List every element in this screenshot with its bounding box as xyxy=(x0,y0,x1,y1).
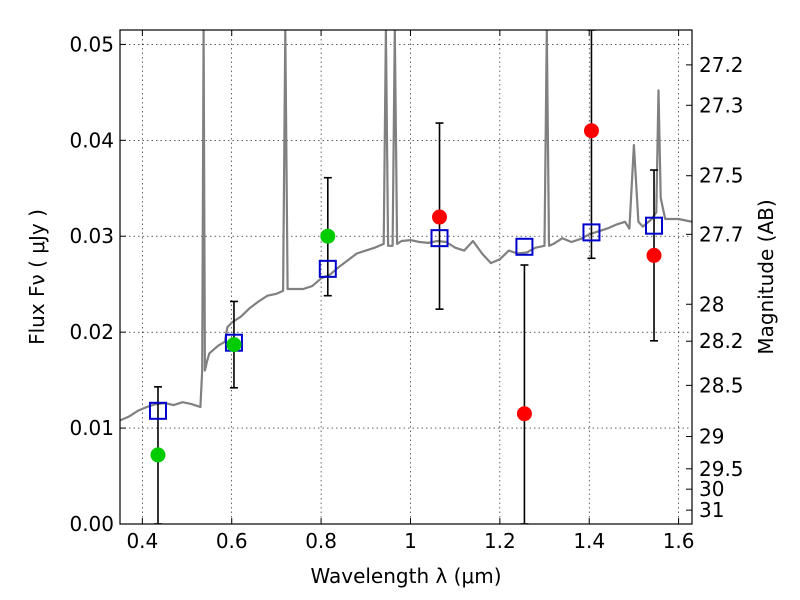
magnitude-tick-label: 28 xyxy=(699,292,724,316)
plot-frame xyxy=(119,29,693,525)
magnitude-tick-label: 29.5 xyxy=(699,457,744,481)
x-tick-label: 1.2 xyxy=(484,529,516,553)
observed-point-green xyxy=(150,447,166,463)
model-photometry-point xyxy=(515,237,534,256)
model-photometry-point xyxy=(645,216,664,235)
y-tick-label: 0.01 xyxy=(69,416,114,440)
observed-point-green xyxy=(226,337,242,353)
observed-point-red xyxy=(583,123,599,139)
y-axis-title: Flux Fν ( μJy ) xyxy=(25,209,49,345)
magnitude-tick-label: 27.7 xyxy=(699,222,744,246)
axis-ticks: 0.4 0.6 0.8 1 1.2 1.4 1.6 0.00 0.01 0.02 0.03 0.04 0… xyxy=(69,30,744,553)
x-tick-label: 1.4 xyxy=(573,529,605,553)
magnitude-tick-label: 27.3 xyxy=(699,93,744,117)
y-tick-label: 0.02 xyxy=(69,320,114,344)
magnitude-tick-label: 27.2 xyxy=(699,53,744,77)
x-axis-title: Wavelength λ (μm) xyxy=(310,564,501,588)
y-tick-label: 0.03 xyxy=(69,224,114,248)
model-photometry-point xyxy=(430,229,449,248)
observed-point-red xyxy=(646,247,662,263)
magnitude-axis-title: Magnitude (AB) xyxy=(754,199,778,354)
magnitude-tick-label: 28.5 xyxy=(699,373,744,397)
model-photometry-point xyxy=(582,223,601,242)
magnitude-tick-label: 29 xyxy=(699,425,724,449)
magnitude-tick-label: 28.2 xyxy=(699,329,744,353)
model-spectrum-line xyxy=(120,30,692,422)
x-tick-label: 0.6 xyxy=(216,529,248,553)
plot-area xyxy=(120,30,692,524)
y-tick-label: 0.05 xyxy=(69,32,114,56)
observed-point-red xyxy=(516,406,532,422)
x-tick-label: 0.8 xyxy=(305,529,337,553)
y-tick-label: 0.00 xyxy=(69,512,114,536)
model-photometry-point xyxy=(148,401,167,420)
x-tick-label: 1.6 xyxy=(663,529,695,553)
y-tick-label: 0.04 xyxy=(69,128,114,152)
x-tick-label: 0.4 xyxy=(126,529,158,553)
magnitude-tick-label: 31 xyxy=(699,498,724,522)
magnitude-tick-label: 27.5 xyxy=(699,164,744,188)
observed-point-red xyxy=(432,209,448,225)
observed-point-green xyxy=(320,228,336,244)
magnitude-tick-label: 30 xyxy=(699,477,724,501)
model-photometry-point xyxy=(318,259,337,278)
x-tick-label: 1 xyxy=(404,529,417,553)
